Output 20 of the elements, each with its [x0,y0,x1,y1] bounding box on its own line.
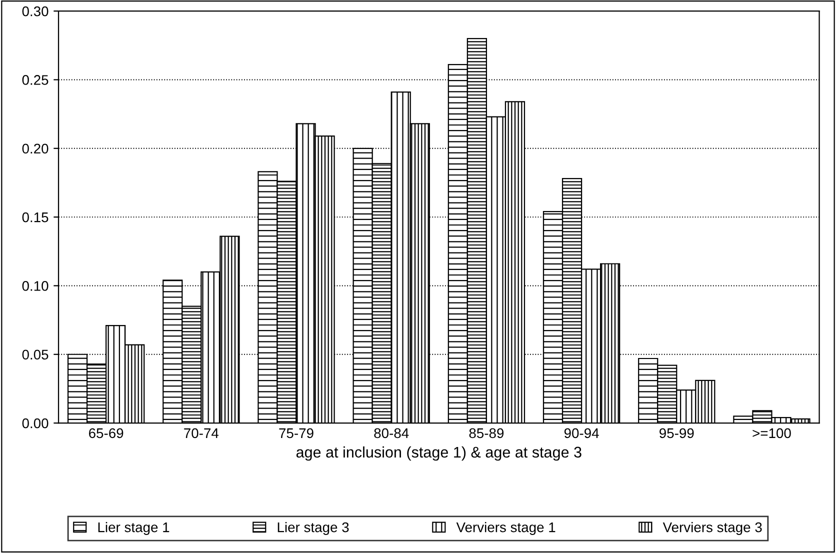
y-tick-label: 0.20 [22,144,48,154]
legend-label: Lier stage 3 [278,522,349,535]
y-tick-label: 0.10 [22,281,48,291]
x-tick-label: 80-84 [374,428,409,438]
legend-label: Verviers stage 1 [456,522,556,535]
x-tick-label: 90-94 [564,428,599,438]
x-tick-label: 75-79 [279,428,314,438]
x-tick-label: 85-89 [469,428,504,438]
x-tick-label: 70-74 [184,428,219,438]
x-axis-title: age at inclusion (stage 1) & age at stage 3 [296,446,582,461]
legend-label: Lier stage 1 [98,522,170,535]
y-tick-label: 0.30 [22,6,48,16]
legend-label: Verviers stage 3 [662,522,762,535]
y-tick-label: 0.15 [22,212,48,222]
y-tick-label: 0.25 [22,75,48,85]
x-tick-label: 95-99 [660,428,694,438]
x-tick-label: >=100 [752,428,791,438]
y-tick-label: 0.05 [22,350,48,360]
y-tick-label: 0.00 [22,418,48,428]
x-tick-label: 65-69 [89,428,124,438]
